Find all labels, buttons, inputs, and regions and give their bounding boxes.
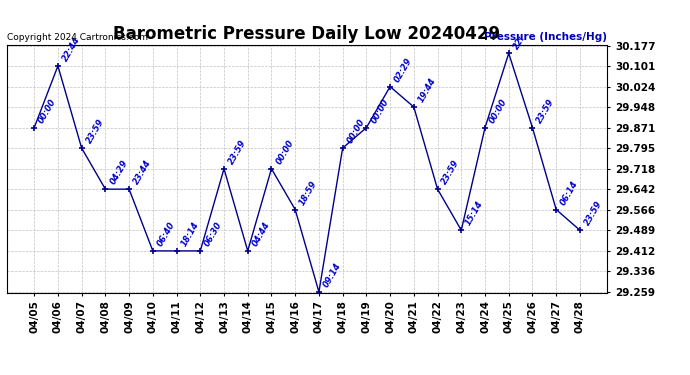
Title: Barometric Pressure Daily Low 20240429: Barometric Pressure Daily Low 20240429 <box>113 26 501 44</box>
Text: 15:14: 15:14 <box>464 200 485 228</box>
Text: Copyright 2024 Cartronics.com: Copyright 2024 Cartronics.com <box>7 33 148 42</box>
Text: 18:14: 18:14 <box>179 220 201 248</box>
Text: 00:00: 00:00 <box>369 97 391 125</box>
Text: 00:00: 00:00 <box>488 97 509 125</box>
Text: 19:44: 19:44 <box>417 76 438 104</box>
Text: 06:40: 06:40 <box>156 220 177 248</box>
Text: 09:14: 09:14 <box>322 261 343 289</box>
Text: 00:00: 00:00 <box>37 97 58 125</box>
Text: 23:59: 23:59 <box>535 97 556 125</box>
Text: 23:59: 23:59 <box>84 117 106 145</box>
Text: 04:29: 04:29 <box>108 159 130 186</box>
Text: 00:00: 00:00 <box>346 117 366 145</box>
Text: 06:14: 06:14 <box>559 179 580 207</box>
Text: 23:44: 23:44 <box>132 159 153 186</box>
Text: 06:30: 06:30 <box>203 220 224 248</box>
Text: 18:59: 18:59 <box>298 179 319 207</box>
Text: 23:59: 23:59 <box>440 159 462 186</box>
Text: 00:00: 00:00 <box>274 138 295 166</box>
Text: 23:59: 23:59 <box>227 138 248 166</box>
Text: 04:44: 04:44 <box>250 220 272 248</box>
Text: 02:29: 02:29 <box>393 56 414 84</box>
Text: 22:: 22: <box>511 33 527 51</box>
Text: 23:59: 23:59 <box>582 200 604 228</box>
Text: Pressure (Inches/Hg): Pressure (Inches/Hg) <box>484 32 607 42</box>
Text: 22:44: 22:44 <box>61 35 82 63</box>
